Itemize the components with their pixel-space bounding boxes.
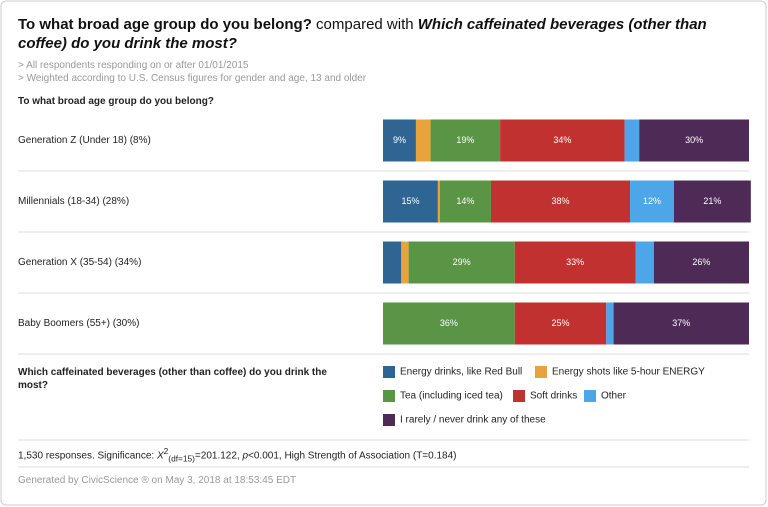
bar-segment — [635, 241, 654, 284]
note: > All respondents responding on or after… — [18, 60, 249, 71]
category-label: Generation Z (Under 18) (8%) — [18, 135, 151, 146]
title: To what broad age group do you belong? c… — [18, 15, 743, 53]
bar-segment — [437, 180, 440, 223]
value-label: 15% — [401, 196, 419, 206]
generated-note: Generated by CivicScience ® on May 3, 20… — [18, 475, 297, 486]
value-label: 19% — [456, 135, 474, 145]
value-label: 14% — [456, 196, 474, 206]
title-part: compared with — [316, 16, 414, 33]
legend-label: Energy shots like 5-hour ENERGY — [552, 367, 705, 378]
value-label: 25% — [552, 318, 570, 328]
legend-label: I rarely / never drink any of these — [400, 415, 546, 426]
bar-segment — [383, 241, 402, 284]
bar-segment — [514, 241, 636, 284]
legend-swatch — [383, 414, 395, 426]
bar-segment — [673, 180, 751, 223]
bar-segment — [624, 119, 640, 162]
category-label: Millennials (18-34) (28%) — [18, 196, 129, 207]
bar-segment — [439, 180, 491, 223]
footnote-part: p — [242, 450, 249, 462]
legend-swatch — [584, 390, 596, 402]
category-label: Baby Boomers (55+) (30%) — [18, 318, 139, 329]
legend-label: Tea (including iced tea) — [400, 391, 503, 402]
value-label: 30% — [685, 135, 703, 145]
bar-segment — [401, 241, 409, 284]
bar-segment — [630, 180, 674, 223]
bar-segment — [490, 180, 631, 223]
bar-segment — [639, 119, 749, 162]
value-label: 12% — [643, 196, 661, 206]
bar-segment — [415, 119, 431, 162]
value-label: 34% — [553, 135, 571, 145]
value-label: 26% — [692, 257, 710, 267]
footnote: 1,530 responses. Significance: X2(df=15)… — [18, 446, 457, 463]
footnote-part: (df=15) — [168, 453, 195, 464]
footnote-part: <0.001, High Strength of Association (T=… — [248, 450, 457, 462]
value-label: 21% — [703, 196, 721, 206]
notes: > All respondents responding on or after… — [18, 59, 366, 85]
legend-swatch — [383, 366, 395, 378]
bar-segment — [606, 302, 614, 345]
legend-title: Which caffeinated beverages (other than … — [18, 367, 327, 391]
bar-segment — [430, 119, 501, 162]
legend-label: Energy drinks, like Red Bull — [400, 367, 522, 378]
bar-segment — [383, 119, 416, 162]
value-label: 37% — [672, 318, 690, 328]
footnote-part: X — [156, 450, 164, 462]
value-label: 9% — [393, 135, 406, 145]
legend-swatch — [513, 390, 525, 402]
title-part: Which caffeinated beverages (other than … — [18, 16, 707, 52]
bar-segment — [653, 241, 749, 284]
y-axis-title: To what broad age group do you belong? — [18, 96, 214, 107]
bar-segment — [408, 241, 515, 284]
footnote-part: 2 — [163, 446, 169, 456]
category-label: Generation X (35-54) (34%) — [18, 257, 141, 268]
legend-swatch — [383, 390, 395, 402]
note: > Weighted according to U.S. Census figu… — [18, 73, 367, 84]
bar-segment — [613, 302, 749, 345]
legend-swatch — [535, 366, 547, 378]
legend-label: Other — [601, 391, 627, 402]
bar-segment — [383, 180, 438, 223]
value-label: 29% — [453, 257, 471, 267]
value-label: 33% — [566, 257, 584, 267]
footnote-part: =201.122, — [194, 450, 243, 462]
title-part: To what broad age group do you belong? — [18, 16, 312, 33]
bar-segment — [383, 302, 515, 345]
value-label: 38% — [552, 196, 570, 206]
footnote-part: 1,530 responses. Significance: — [18, 450, 157, 462]
bar-segment — [514, 302, 607, 345]
value-label: 36% — [440, 318, 458, 328]
bar-segment — [500, 119, 625, 162]
legend-label: Soft drinks — [530, 391, 577, 402]
